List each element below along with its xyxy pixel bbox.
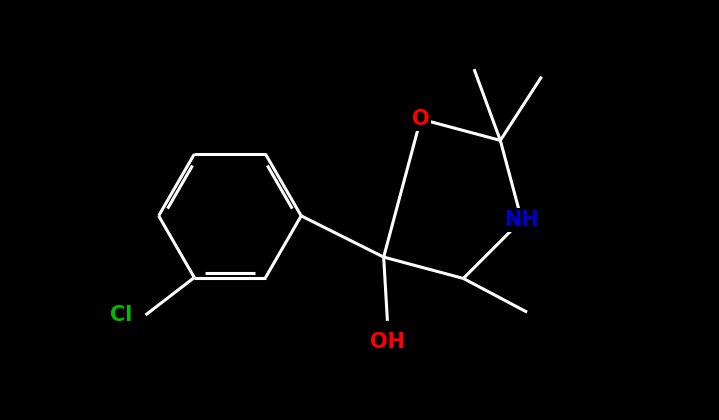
Text: Cl: Cl [110, 305, 132, 325]
Text: O: O [412, 109, 429, 129]
Text: NH: NH [504, 210, 539, 230]
Text: OH: OH [370, 332, 405, 352]
